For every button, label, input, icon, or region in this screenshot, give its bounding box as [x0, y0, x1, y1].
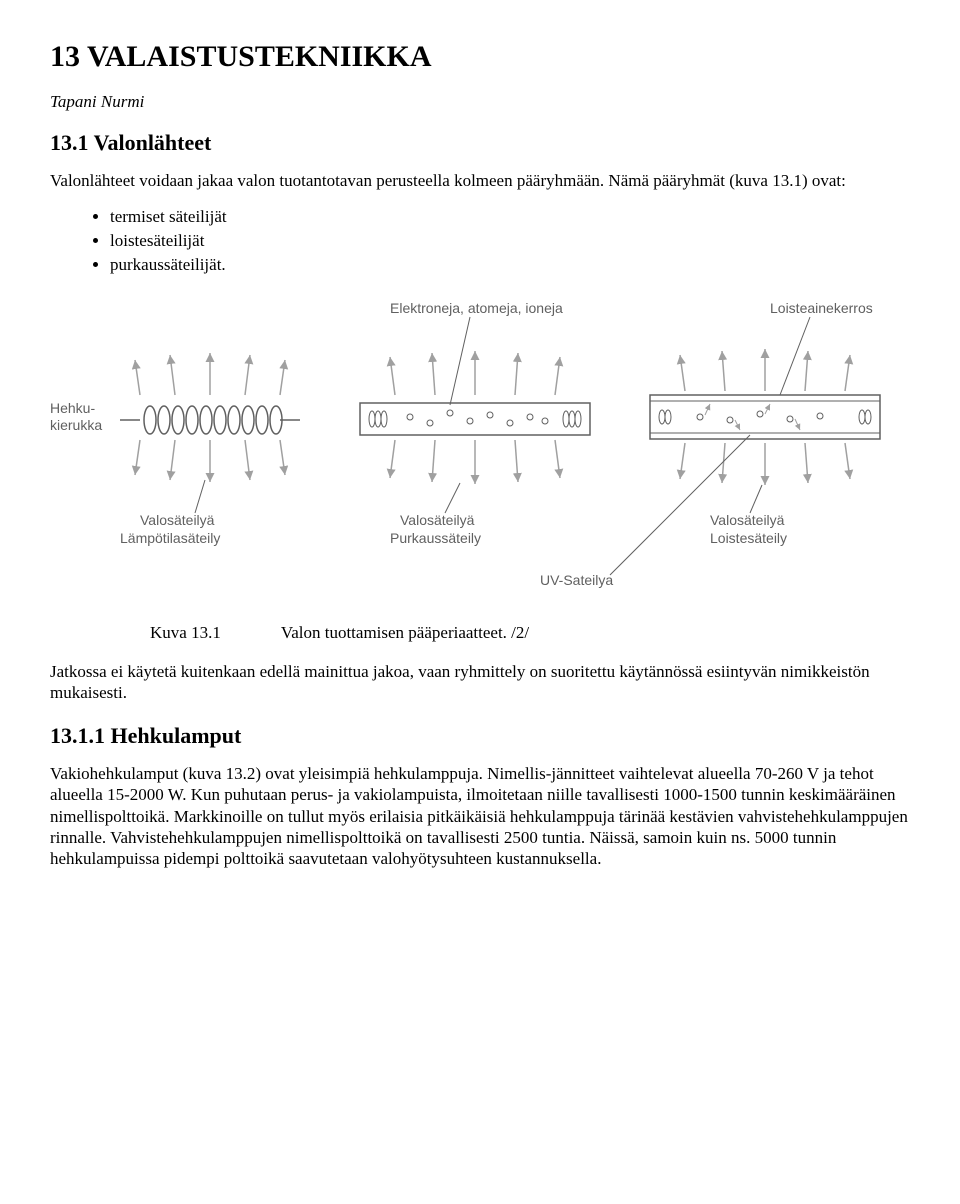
intro-paragraph: Valonlähteet voidaan jakaa valon tuotant…	[50, 170, 910, 191]
diagram-label: Valosäteilyä	[140, 512, 215, 528]
diagram-label: Loistesäteily	[710, 530, 787, 546]
diagram-label: kierukka	[50, 417, 102, 433]
figure-caption: Kuva 13.1 Valon tuottamisen pääperiaatte…	[150, 623, 910, 643]
section-heading: 13.1 Valonlähteet	[50, 130, 910, 156]
list-item: termiset säteilijät	[110, 205, 910, 229]
subsection-heading: 13.1.1 Hehkulamput	[50, 723, 910, 749]
paragraph: Vakiohehkulamput (kuva 13.2) ovat yleisi…	[50, 763, 910, 869]
list-item: loistesäteilijät	[110, 229, 910, 253]
caption-label: Kuva 13.1	[150, 623, 221, 643]
diagram-label: Elektroneja, atomeja, ioneja	[390, 300, 563, 316]
author: Tapani Nurmi	[50, 92, 910, 112]
diagram-label: Lämpötilasäteily	[120, 530, 220, 546]
diagram-label: Loisteainekerros	[770, 300, 873, 316]
bullet-list: termiset säteilijät loistesäteilijät pur…	[90, 205, 910, 276]
diagram-label: Valosäteilyä	[400, 512, 475, 528]
figure-13-1: Elektroneja, atomeja, ioneja Loisteainek…	[50, 295, 910, 605]
caption-text: Valon tuottamisen pääperiaatteet. /2/	[281, 623, 529, 643]
diagram-label: Hehku-	[50, 400, 95, 416]
diagram-label: UV-Sateilya	[540, 572, 613, 588]
page-title: 13 VALAISTUSTEKNIIKKA	[50, 40, 910, 74]
paragraph: Jatkossa ei käytetä kuitenkaan edellä ma…	[50, 661, 910, 704]
diagram-label: Valosäteilyä	[710, 512, 785, 528]
list-item: purkaussäteilijät.	[110, 253, 910, 277]
diagram-label: Purkaussäteily	[390, 530, 481, 546]
